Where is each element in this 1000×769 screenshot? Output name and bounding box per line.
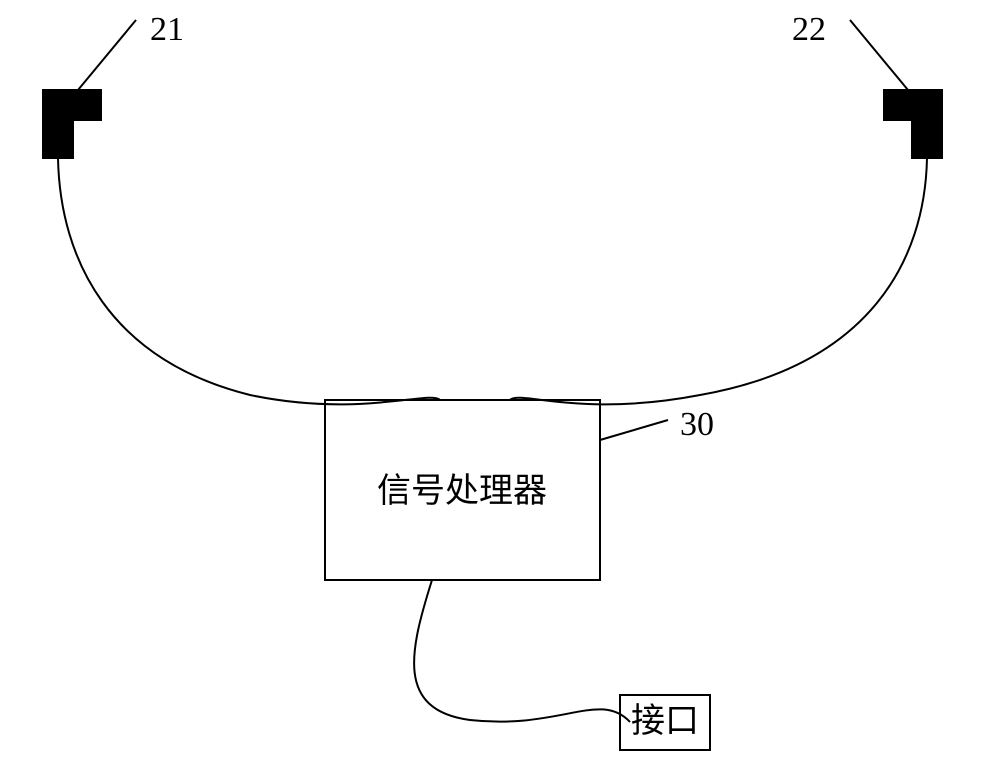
wire-left [58,158,440,404]
wire-right [510,158,927,404]
earbud-left-leader [78,20,136,90]
earbud-right-stem [912,120,942,158]
earbud-right-leader [850,20,908,90]
processor-leader [600,420,668,440]
earbud-right-ref: 22 [792,11,826,48]
earbud-left-body [43,90,101,120]
earbud-left-stem [43,120,73,158]
earbud-left-ref: 21 [150,11,184,48]
earbud-right-body [884,90,942,120]
processor-ref: 30 [680,406,714,443]
processor-label: 信号处理器 [377,472,547,510]
wire-bottom [414,580,630,722]
interface-label: 接口 [631,703,699,740]
